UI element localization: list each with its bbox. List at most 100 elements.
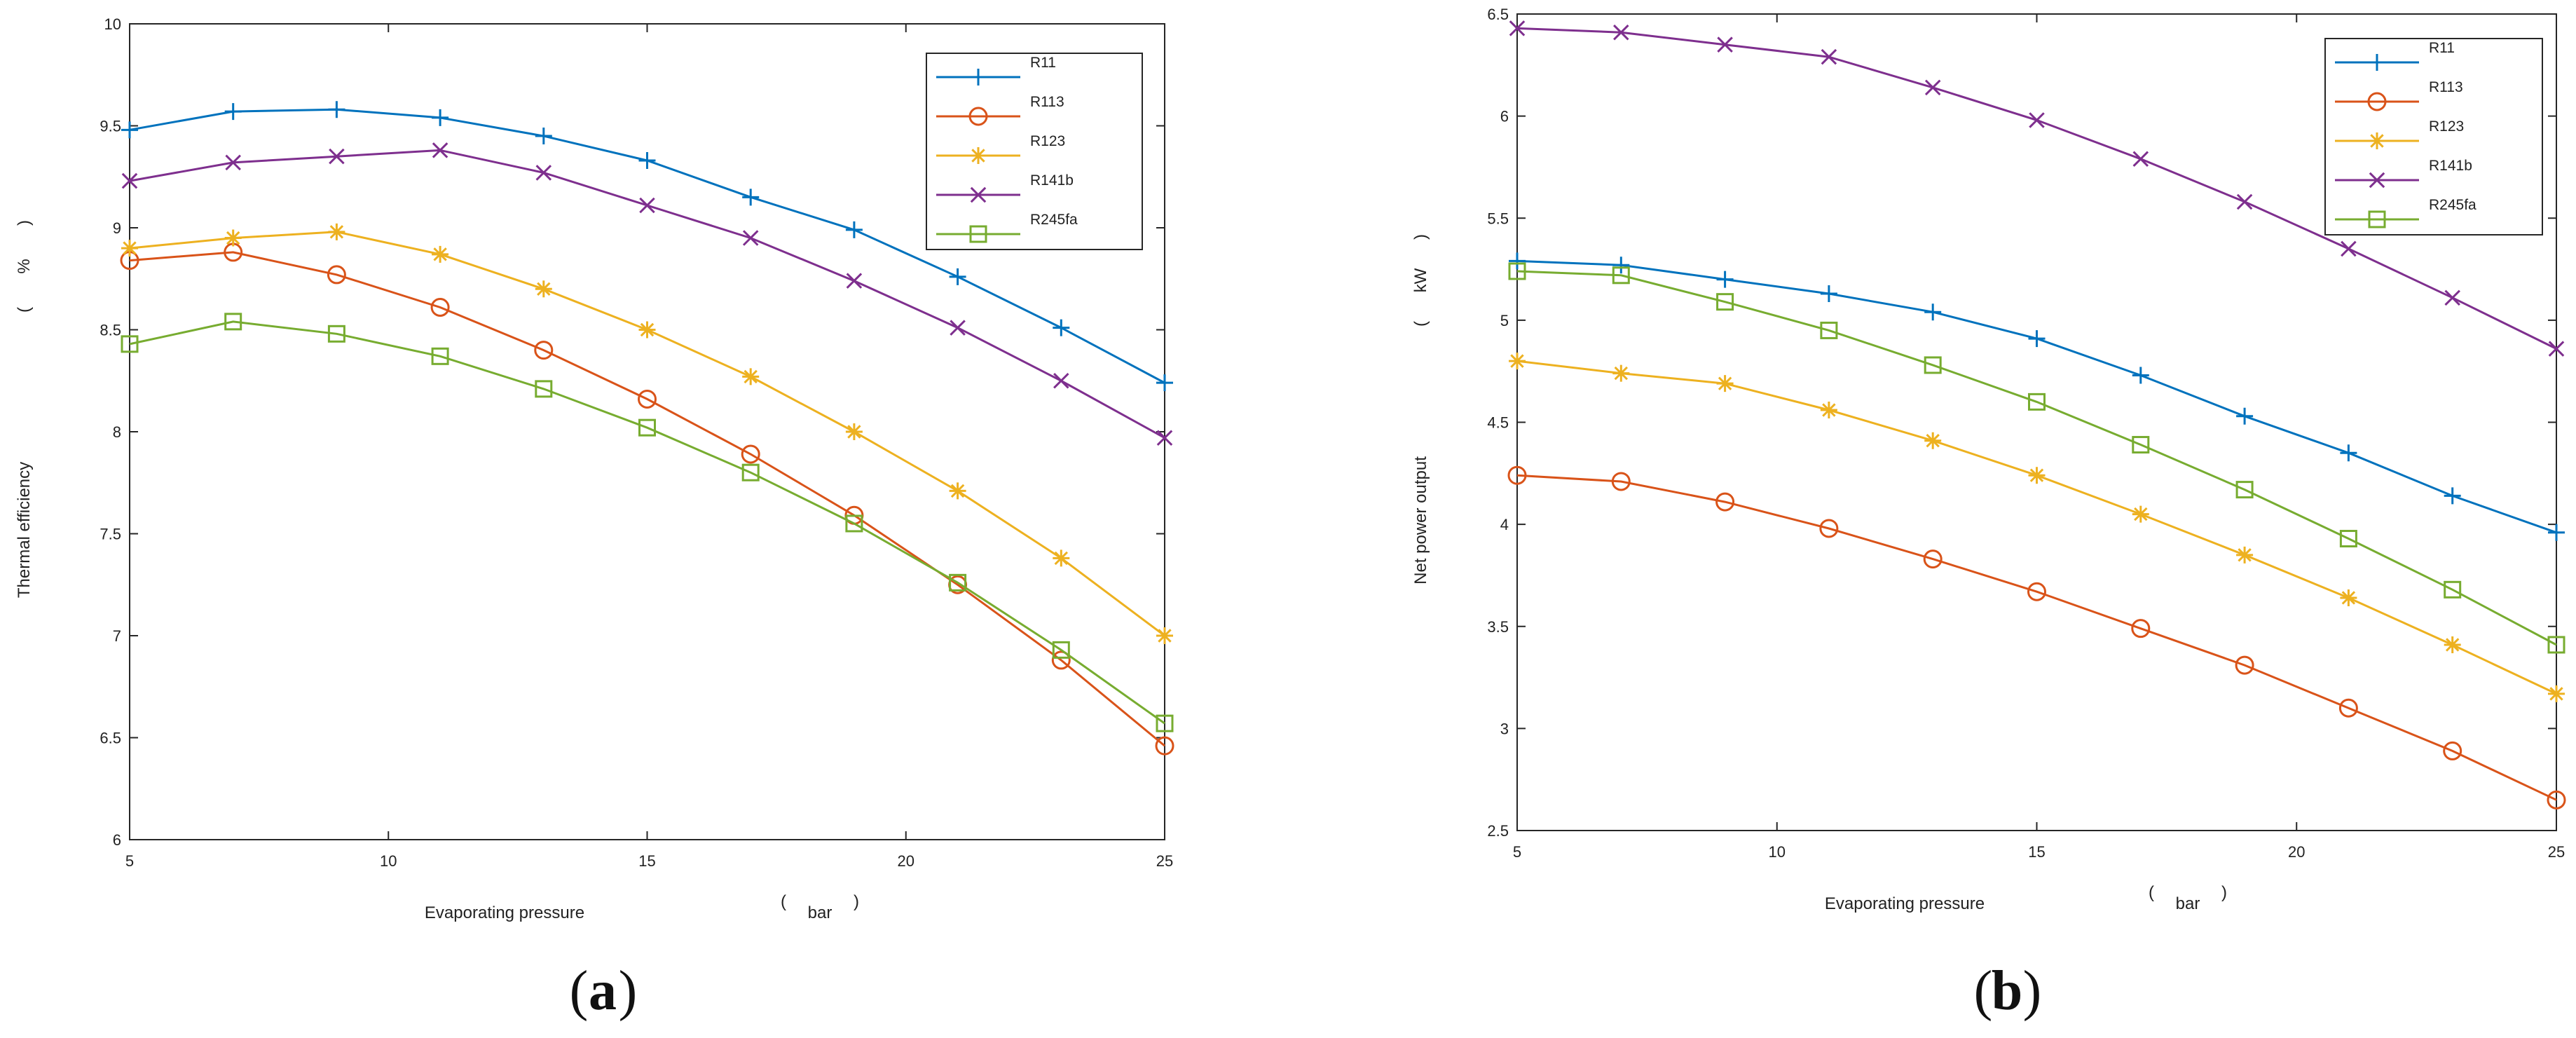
marker-stroke (1613, 24, 1629, 41)
marker-stroke (1156, 374, 1173, 392)
marker-stroke (2236, 546, 2254, 564)
marker-stroke (1715, 492, 1735, 512)
data-point (1821, 48, 1837, 65)
data-point (741, 444, 760, 464)
y-tick-label: 4 (1500, 516, 1509, 533)
data-point (1924, 356, 1942, 374)
data-point (742, 368, 760, 385)
y-axis-unit: % (15, 259, 34, 273)
data-point (2236, 407, 2254, 425)
marker-stroke (1821, 48, 1837, 65)
data-point (535, 280, 552, 298)
marker-stroke (2444, 580, 2462, 599)
y-tick-label: 2.5 (1487, 822, 1509, 840)
marker-stroke (1053, 372, 1069, 389)
data-point (1924, 303, 1942, 321)
marker-stroke (2235, 481, 2254, 499)
series-r141b (121, 142, 1173, 446)
data-point (430, 297, 450, 317)
series-r123 (1509, 353, 2565, 702)
legend-marker (2369, 172, 2385, 189)
data-point (327, 325, 345, 343)
y-tick-label: 3 (1500, 720, 1509, 737)
series-line (1516, 270, 2557, 646)
x-axis-unit: bar (2176, 894, 2200, 913)
series-line (1516, 474, 2557, 801)
marker-stroke (2548, 685, 2565, 702)
marker-stroke (1923, 549, 1943, 569)
marker-stroke (969, 225, 987, 243)
series-r113 (120, 243, 1174, 756)
data-point (224, 313, 242, 331)
data-point (2132, 505, 2149, 523)
data-point (2028, 392, 2046, 411)
series-line (129, 320, 1165, 725)
marker-stroke (327, 325, 345, 343)
data-point (742, 189, 760, 206)
data-point (432, 245, 449, 263)
y-tick-label: 4.5 (1487, 414, 1509, 432)
data-point (2548, 341, 2565, 357)
marker-stroke (970, 147, 987, 164)
x-tick-label: 5 (1513, 843, 1521, 861)
legend-box (926, 53, 1143, 250)
marker-stroke (432, 142, 448, 158)
data-point (327, 265, 346, 285)
legend-item-r245fa: R245fa (936, 212, 1078, 243)
legend-label: R245fa (2429, 197, 2476, 213)
data-point (121, 335, 139, 353)
marker-stroke (224, 229, 242, 247)
data-point (535, 165, 552, 181)
marker-stroke (121, 335, 139, 353)
data-point (2444, 580, 2462, 599)
marker-stroke (329, 148, 345, 165)
marker-stroke (639, 197, 655, 214)
marker-stroke (2132, 505, 2149, 523)
data-point (949, 573, 967, 592)
data-point (2028, 330, 2046, 348)
series-r11 (1509, 252, 2565, 541)
legend-box (2324, 38, 2543, 235)
legend: R11 R113 R123 R141b R245fa (2324, 38, 2543, 235)
data-point (638, 151, 656, 169)
marker-stroke (2028, 392, 2046, 411)
series-line (129, 251, 1165, 747)
legend-item-r113: R113 (936, 94, 1064, 126)
marker-stroke (638, 151, 656, 169)
marker-stroke (2444, 487, 2461, 505)
data-point (949, 482, 966, 500)
marker-stroke (2443, 741, 2462, 760)
data-point (2338, 698, 2358, 718)
marker-stroke (1507, 465, 1527, 485)
x-tick-label: 15 (638, 852, 655, 870)
marker-stroke (1924, 356, 1942, 374)
x-unit-paren-close: ) (854, 892, 859, 911)
data-point (845, 221, 863, 238)
data-point (329, 148, 345, 165)
data-point (121, 121, 138, 139)
marker-stroke (638, 321, 656, 339)
data-point (1716, 375, 1734, 392)
marker-stroke (949, 482, 966, 500)
marker-stroke (1155, 736, 1174, 756)
x-tick-label: 25 (2548, 843, 2565, 861)
marker-stroke (968, 107, 988, 126)
marker-stroke (2369, 172, 2385, 189)
marker-stroke (638, 389, 657, 409)
data-point (225, 154, 241, 171)
data-point (1509, 20, 1526, 36)
data-point (638, 418, 656, 437)
y-unit-paren-close: ) (15, 220, 34, 226)
data-point (1156, 714, 1174, 732)
marker-stroke (1508, 262, 1526, 280)
x-tick-label: 10 (1769, 843, 1786, 861)
marker-stroke (224, 313, 242, 331)
data-point (2340, 444, 2357, 462)
legend-label: R11 (2429, 40, 2455, 56)
data-point (2132, 151, 2149, 168)
marker-stroke (1509, 20, 1526, 36)
data-point (2547, 790, 2566, 810)
legend-label: R141b (1030, 172, 1074, 189)
y-tick-label: 6 (113, 831, 121, 849)
data-point (2236, 546, 2254, 564)
